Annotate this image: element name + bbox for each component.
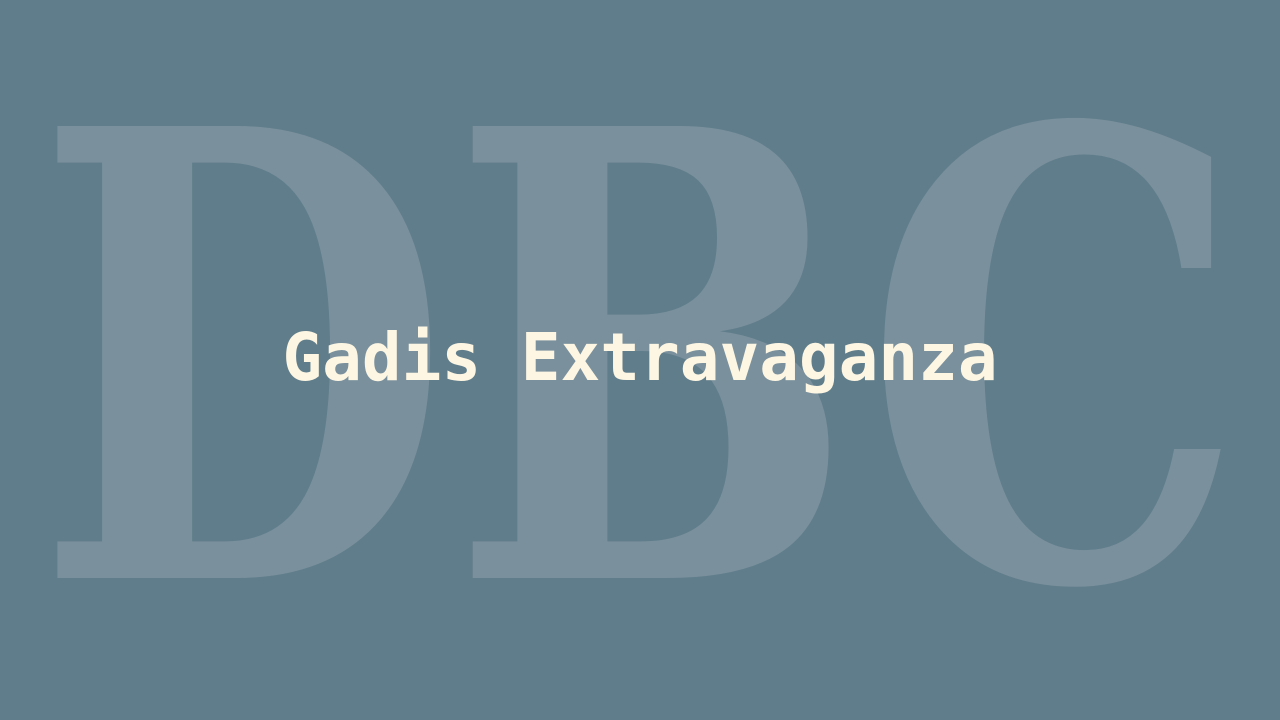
monogram-letters: DBC	[35, 0, 1245, 720]
page-title: Gadis Extravaganza	[282, 319, 998, 396]
